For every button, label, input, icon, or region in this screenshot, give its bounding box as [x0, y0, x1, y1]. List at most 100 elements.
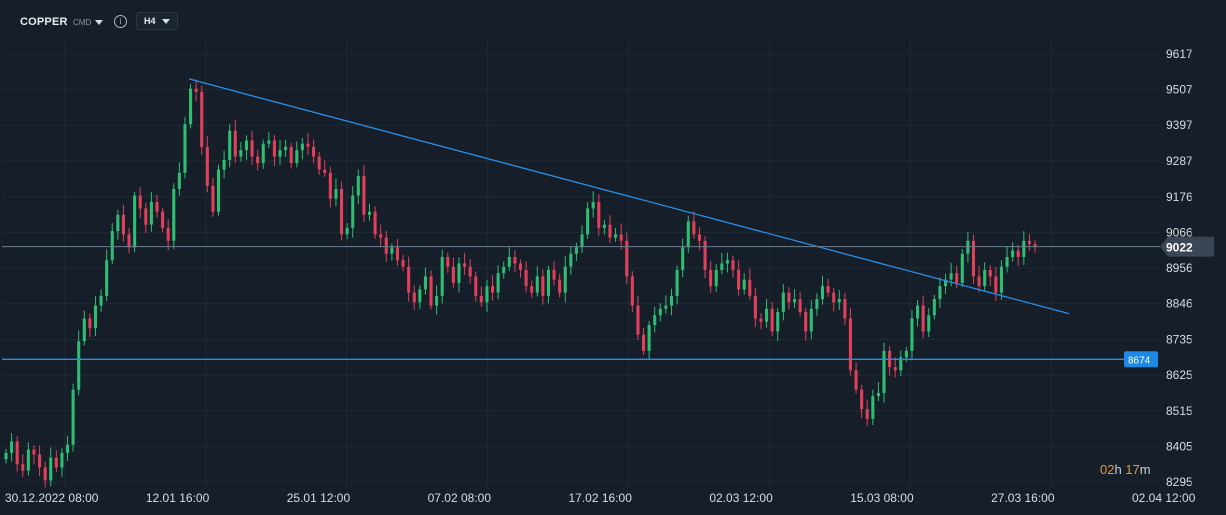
- candle-body: [697, 234, 701, 241]
- candle-body: [138, 195, 142, 209]
- candle-body: [457, 263, 461, 283]
- x-tick-label: 30.12.2022 08:00: [5, 491, 99, 505]
- candle-body: [927, 315, 931, 332]
- candle-body: [300, 143, 304, 151]
- y-tick-label: 8625: [1166, 368, 1193, 382]
- candle-body: [496, 273, 500, 293]
- candle-body: [233, 130, 237, 157]
- caret-down-icon: [95, 20, 104, 25]
- candle-body: [703, 240, 707, 270]
- candle-body: [943, 279, 948, 287]
- candle-body: [720, 263, 724, 270]
- candle-body: [222, 159, 226, 170]
- candle-body: [133, 195, 137, 248]
- candle-body: [116, 214, 120, 232]
- candle-body: [809, 308, 813, 332]
- candle-body: [177, 172, 181, 190]
- candle-body: [351, 195, 355, 228]
- candle-body: [289, 146, 293, 164]
- candle-body: [49, 457, 53, 481]
- candle-body: [110, 231, 114, 261]
- candle-body: [26, 449, 30, 471]
- candle-body: [328, 172, 332, 199]
- candle-body: [546, 269, 550, 296]
- y-tick-label: 9176: [1166, 190, 1193, 204]
- candle-body: [776, 312, 780, 332]
- y-tick-label: 9066: [1166, 225, 1193, 239]
- candle-body: [569, 253, 573, 267]
- candle-body: [518, 263, 523, 270]
- candle-body: [977, 276, 981, 287]
- candle-body: [742, 279, 746, 290]
- candle-body: [625, 240, 629, 277]
- support-level-value: 8674: [1128, 355, 1151, 366]
- info-circle-icon[interactable]: i: [114, 15, 127, 28]
- candle-body: [999, 266, 1003, 293]
- candle-body: [820, 286, 825, 300]
- candle-body: [239, 150, 243, 157]
- candle-body: [725, 260, 729, 264]
- candle-body: [971, 240, 976, 277]
- candle-body: [267, 140, 271, 144]
- candle-body: [1005, 256, 1009, 267]
- candle-body: [1027, 240, 1031, 245]
- candle-body: [653, 315, 657, 325]
- timeframe-selector[interactable]: H4: [136, 12, 178, 30]
- current-price-tag: [1160, 236, 1214, 257]
- candle-body: [155, 201, 159, 212]
- x-tick-label: 07.02 08:00: [428, 491, 492, 505]
- candle-body: [904, 350, 908, 358]
- candle-body: [1011, 250, 1015, 257]
- candle-body: [843, 299, 847, 319]
- candle-body: [93, 305, 98, 329]
- candle-body: [284, 146, 288, 151]
- candle-body: [502, 266, 506, 274]
- instrument-type-selector[interactable]: CMD: [73, 18, 104, 27]
- candle-body: [541, 276, 545, 296]
- candle-body: [312, 146, 316, 157]
- candle-body: [714, 269, 718, 287]
- candle-body: [244, 140, 249, 151]
- candle-body: [216, 169, 221, 212]
- candle-body: [664, 305, 668, 309]
- candle-body: [65, 444, 70, 453]
- candle-body: [815, 299, 819, 309]
- candle-body: [446, 256, 450, 267]
- candle-body: [306, 143, 310, 147]
- candle-body: [804, 312, 808, 332]
- candle-body: [602, 224, 606, 228]
- y-tick-label: 8735: [1166, 333, 1193, 347]
- candle-body: [395, 247, 400, 261]
- y-tick-label: 8846: [1166, 297, 1193, 311]
- countdown-minutes-unit: m: [1139, 462, 1151, 477]
- candle-body: [189, 88, 193, 125]
- candle-body: [530, 286, 534, 293]
- candle-body: [200, 91, 204, 147]
- candle-body: [77, 341, 81, 390]
- candle-body: [127, 234, 131, 248]
- symbol-label[interactable]: COPPER: [20, 16, 68, 28]
- candle-body: [647, 324, 651, 351]
- chart-toolbar: COPPER CMD i H4: [0, 0, 1226, 40]
- candle-body: [435, 295, 439, 306]
- candle-body: [32, 449, 36, 455]
- candle-body: [591, 201, 595, 209]
- x-tick-label: 27.03 16:00: [991, 491, 1055, 505]
- candle-body: [367, 211, 372, 215]
- candle-body: [826, 286, 830, 293]
- candle-body: [1016, 250, 1020, 257]
- candle-body: [161, 211, 165, 228]
- candle-body: [932, 299, 936, 316]
- candle-body: [658, 308, 662, 316]
- candle-body: [832, 292, 836, 303]
- candle-body: [15, 441, 19, 465]
- candle-body: [54, 457, 58, 468]
- candle-body: [429, 276, 433, 306]
- countdown-hours: 02: [1100, 462, 1115, 477]
- candle-body: [558, 279, 562, 293]
- candle-body: [848, 318, 852, 371]
- candle-body: [770, 308, 774, 332]
- candle-body: [860, 389, 864, 410]
- candle-body: [854, 370, 858, 390]
